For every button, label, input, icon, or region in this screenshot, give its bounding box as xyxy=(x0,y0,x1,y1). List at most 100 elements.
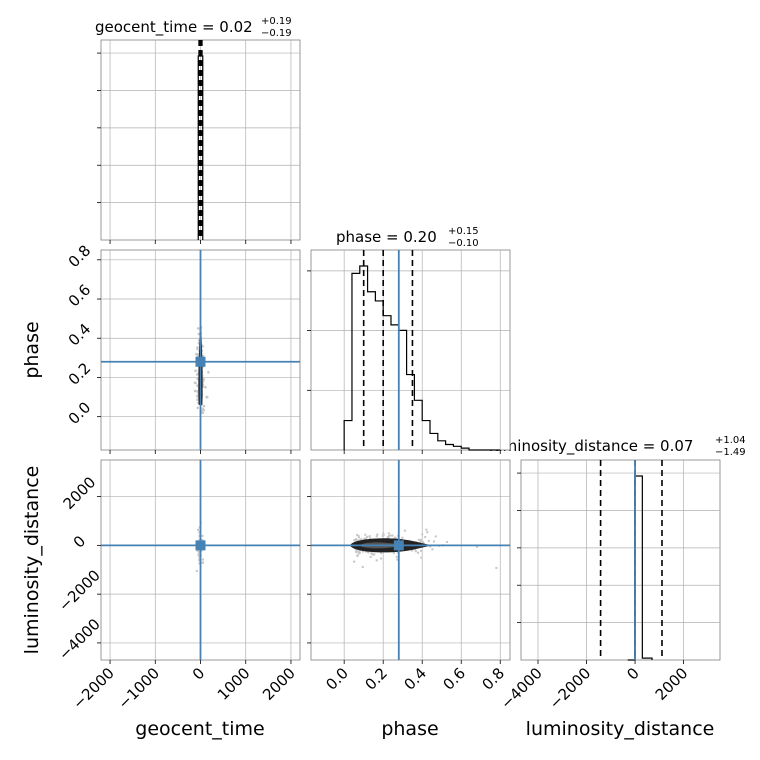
title-luminosity-distance: luminosity_distance = 0.07 +1.04 −1.49 xyxy=(489,435,746,458)
scatter-point xyxy=(193,389,197,393)
truth-marker xyxy=(393,540,404,551)
scatter-point xyxy=(357,536,361,539)
scatter-point xyxy=(424,535,427,539)
panel-luminosity-distance-hist-frame xyxy=(520,459,721,661)
truth-marker xyxy=(195,356,206,367)
scatter-point xyxy=(401,536,404,540)
scatter-point xyxy=(201,411,205,415)
title-phase: phase = 0.20 +0.15 −0.10 xyxy=(336,226,479,249)
scatter-point xyxy=(202,376,205,380)
x-tick-label-geocent_time: −2000 xyxy=(69,664,118,713)
scatter-point xyxy=(197,554,201,558)
truth-marker xyxy=(195,540,206,551)
x-tick-label-phase: 0.8 xyxy=(478,664,508,694)
scatter-point xyxy=(416,551,420,555)
scatter-point xyxy=(432,540,436,543)
title-geocent-time-sub: −0.19 xyxy=(261,28,292,39)
scatter-point xyxy=(380,551,383,555)
scatter-point xyxy=(195,352,198,356)
x-tick-label-phase: 0.4 xyxy=(400,664,430,694)
scatter-point xyxy=(414,550,418,553)
title-phase-sub: −0.10 xyxy=(448,238,479,249)
scatter-point xyxy=(368,535,371,538)
scatter-point xyxy=(201,534,204,538)
y-tick-label-luminosity_distance: 0 xyxy=(70,532,89,551)
scatter-point xyxy=(387,534,391,538)
scatter-point xyxy=(207,370,210,374)
scatter-point xyxy=(425,528,428,531)
y-tick-label-phase: 0.4 xyxy=(65,320,95,350)
y-tick-label-phase: 0.0 xyxy=(65,398,95,428)
scatter-point xyxy=(387,532,391,535)
scatter-point xyxy=(201,558,205,561)
x-tick-label-luminosity_distance: 0 xyxy=(623,664,642,683)
scatter-point xyxy=(427,539,431,543)
y-tick-label-luminosity_distance: 2000 xyxy=(60,473,100,513)
scatter-point xyxy=(356,554,359,558)
title-phase-main: phase = 0.20 xyxy=(336,228,437,246)
y-tick-label-luminosity_distance: −4000 xyxy=(55,615,104,664)
scatter-point xyxy=(202,408,205,412)
scatter-point xyxy=(354,550,358,554)
x-tick-label-geocent_time: −1000 xyxy=(114,664,163,713)
scatter-point xyxy=(370,552,373,555)
scatter-point xyxy=(375,559,378,562)
panel-luminosity-distance-vs-phase xyxy=(307,459,511,664)
scatter-point xyxy=(196,528,200,532)
x-tick-label-geocent_time: 1000 xyxy=(214,664,254,704)
scatter-point xyxy=(196,347,199,351)
panel-phase-hist xyxy=(307,249,511,454)
scatter-point xyxy=(381,532,385,535)
scatter-point xyxy=(375,535,378,538)
scatter-point xyxy=(367,551,370,554)
scatter-point xyxy=(445,540,449,544)
x-tick-label-geocent_time: 0 xyxy=(189,664,208,683)
title-geocent-time: geocent_time = 0.02 +0.19 −0.19 xyxy=(95,16,292,39)
scatter-point xyxy=(421,533,424,536)
x-axis-label-geocent-time: geocent_time xyxy=(135,718,264,740)
scatter-point xyxy=(195,569,199,573)
scatter-point xyxy=(204,385,207,389)
scatter-point xyxy=(358,551,362,554)
x-tick-label-geocent_time: 2000 xyxy=(259,664,299,704)
scatter-point xyxy=(376,533,379,536)
panel-phase-hist-histogram xyxy=(343,265,501,451)
panel-luminosity-distance-hist xyxy=(517,459,721,664)
plot-layer: −2000−1000 0 1000 2000 0.0 0.2 0.4 0.6 0.8−4000−… xyxy=(55,39,721,713)
x-tick-label-luminosity_distance: −2000 xyxy=(546,664,595,713)
scatter-point xyxy=(369,555,372,559)
scatter-point xyxy=(364,533,367,536)
scatter-point xyxy=(434,535,437,538)
scatter-point xyxy=(196,398,199,402)
scatter-point xyxy=(352,560,356,563)
title-geocent-time-sup: +0.19 xyxy=(261,16,292,27)
x-tick-label-luminosity_distance: 2000 xyxy=(652,664,692,704)
panel-luminosity-distance-vs-phase-frame xyxy=(310,459,511,661)
scatter-point xyxy=(403,529,407,532)
scatter-point xyxy=(381,534,384,538)
scatter-point xyxy=(495,566,498,570)
panel-phase-vs-geocent-time xyxy=(97,249,301,454)
title-luminosity-distance-sup: +1.04 xyxy=(715,435,746,446)
x-axis-label-luminosity-distance: luminosity_distance xyxy=(526,718,715,740)
title-luminosity-distance-sub: −1.49 xyxy=(715,447,746,458)
scatter-point xyxy=(194,369,197,373)
scatter-point xyxy=(361,565,364,569)
scatter-point xyxy=(393,536,397,539)
title-geocent-time-main: geocent_time = 0.02 xyxy=(95,18,253,37)
scatter-point xyxy=(379,557,383,560)
y-tick-label-luminosity_distance: −2000 xyxy=(55,566,104,615)
y-tick-label-phase: 0.6 xyxy=(65,281,95,311)
x-axis-label-phase: phase xyxy=(381,718,438,740)
scatter-point xyxy=(366,535,369,539)
scatter-point xyxy=(417,538,421,542)
scatter-point xyxy=(202,404,206,408)
panel-luminosity-distance-vs-geocent-time xyxy=(97,459,301,664)
scatter-point xyxy=(373,553,376,556)
scatter-point xyxy=(431,548,434,551)
y-axis-label-luminosity-distance: luminosity_distance xyxy=(21,466,43,655)
title-luminosity-distance-main: luminosity_distance = 0.07 xyxy=(489,437,693,456)
scatter-point xyxy=(421,540,425,544)
scatter-point xyxy=(419,538,423,542)
